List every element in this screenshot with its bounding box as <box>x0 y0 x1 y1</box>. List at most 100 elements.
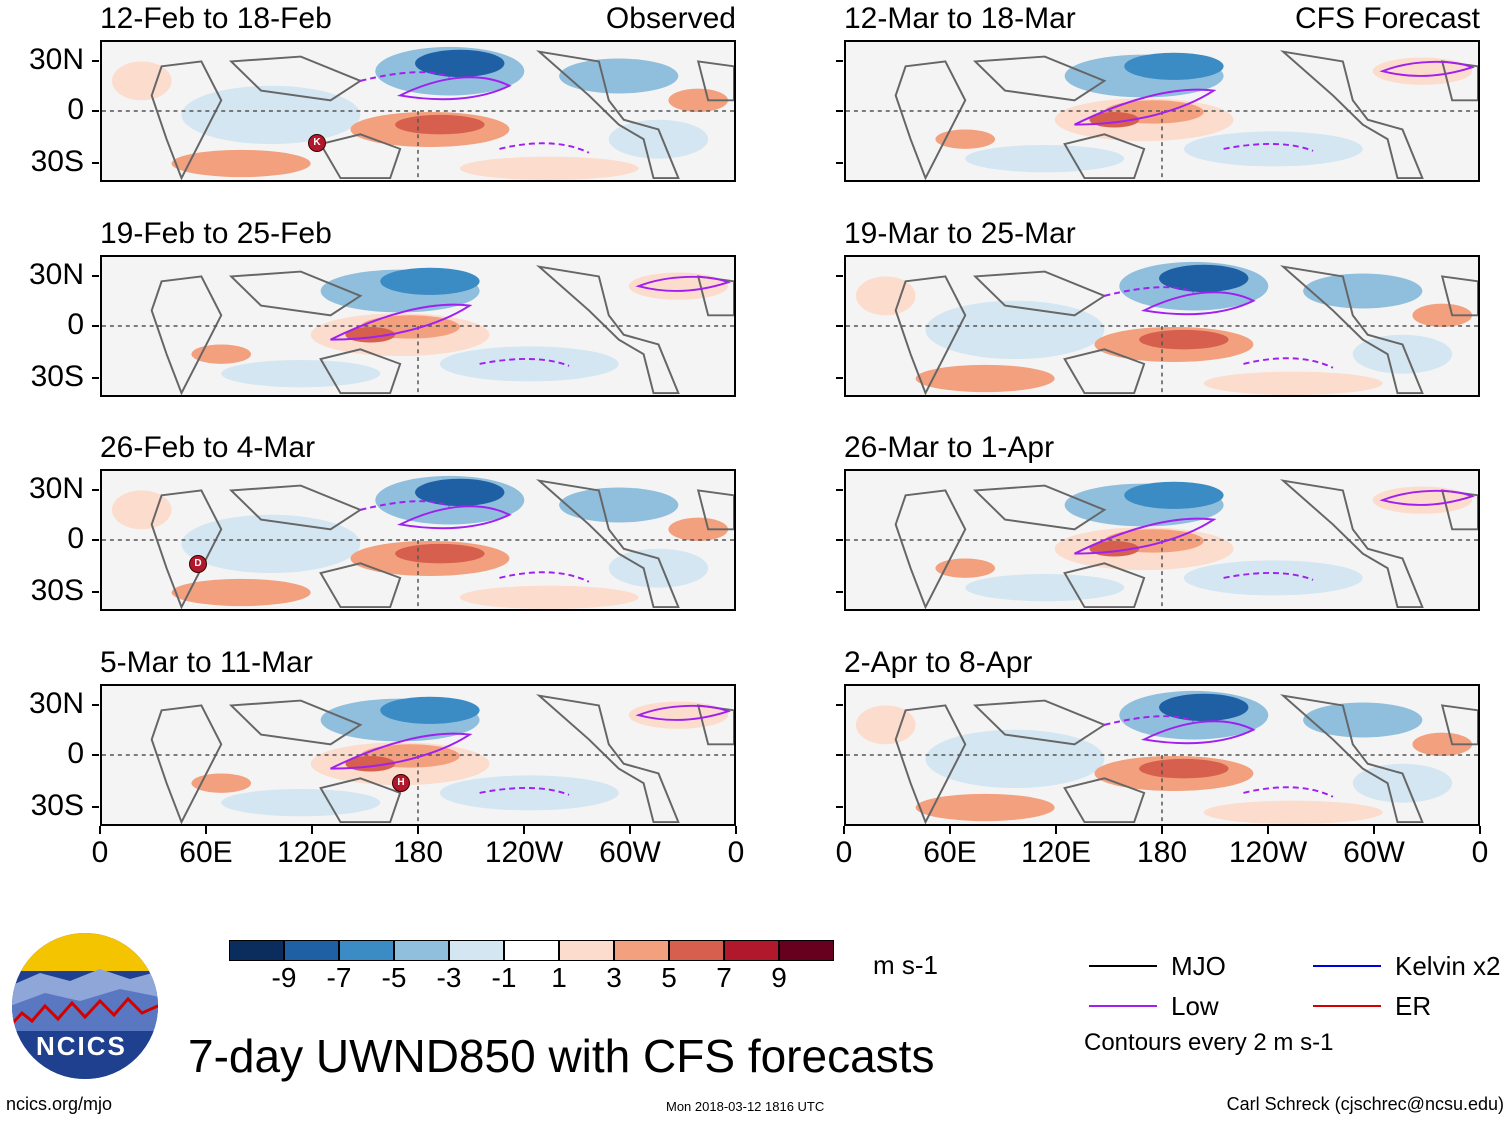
legend-note: Contours every 2 m s-1 <box>1084 1029 1334 1056</box>
x-axis-label: 120E <box>1020 836 1092 869</box>
panel-header: Observed <box>605 2 736 35</box>
colorbar-tick-label: -9 <box>271 962 297 993</box>
y-tick <box>92 60 99 62</box>
y-axis-label: 30S <box>30 145 84 178</box>
colorbar-swatch <box>229 940 284 961</box>
x-tick <box>417 826 419 834</box>
colorbar-swatch <box>669 940 724 961</box>
wind-field-map <box>102 257 734 395</box>
y-axis-label: 30N <box>28 258 84 291</box>
x-axis-label: 0 <box>727 836 745 869</box>
panel-title: 12-Mar to 18-Mar <box>844 2 1076 35</box>
map-panel <box>100 469 736 611</box>
wind-field-map <box>846 42 1478 180</box>
legend-line <box>1089 965 1157 967</box>
legend-line <box>1313 1005 1381 1007</box>
map-panel <box>844 469 1480 611</box>
y-axis-label: 30N <box>28 687 84 720</box>
storm-marker: H <box>392 774 410 792</box>
y-tick <box>92 489 99 491</box>
legend-label: Low <box>1171 991 1219 1021</box>
y-axis-label: 0 <box>67 737 84 770</box>
y-tick <box>92 162 99 164</box>
x-tick <box>99 826 101 834</box>
colorbar-unit: m s-1 <box>873 950 938 980</box>
footer-timestamp: Mon 2018-03-12 1816 UTC <box>666 1099 825 1114</box>
ncics-logo <box>12 933 158 1079</box>
wind-field-map <box>846 471 1478 609</box>
y-tick <box>836 60 843 62</box>
colorbar-tick-label: -5 <box>381 962 407 993</box>
colorbar-tick-label: 7 <box>716 962 732 993</box>
colorbar-tick-label: -1 <box>491 962 517 993</box>
colorbar-tick-label: 1 <box>551 962 567 993</box>
colorbar-swatch <box>339 940 394 961</box>
x-axis-label: 120W <box>484 836 564 869</box>
map-panel <box>100 255 736 397</box>
y-tick <box>836 325 843 327</box>
map-panel <box>100 684 736 826</box>
y-axis-label: 0 <box>67 308 84 341</box>
colorbar-tick-label: -7 <box>326 962 352 993</box>
x-tick <box>311 826 313 834</box>
x-axis-label: 180 <box>392 836 444 869</box>
colorbar-swatch <box>614 940 669 961</box>
legend-label: ER <box>1395 991 1432 1021</box>
x-axis-label: 0 <box>91 836 109 869</box>
main-title: 7-day UWND850 with CFS forecasts <box>188 1030 935 1082</box>
y-axis-label: 0 <box>67 522 84 555</box>
y-tick <box>836 489 843 491</box>
y-tick <box>92 591 99 593</box>
x-axis-label: 180 <box>1136 836 1188 869</box>
y-tick <box>836 704 843 706</box>
colorbar-tick-label: 3 <box>606 962 622 993</box>
y-tick <box>92 806 99 808</box>
y-tick <box>92 539 99 541</box>
y-axis-label: 30S <box>30 360 84 393</box>
colorbar-tick-label: 9 <box>771 962 787 993</box>
x-axis-label: 60W <box>599 836 661 869</box>
wind-field-map <box>102 42 734 180</box>
y-axis-label: 30N <box>28 43 84 76</box>
y-tick <box>92 275 99 277</box>
footer-author: Carl Schreck (cjschrec@ncsu.edu) <box>1226 1094 1504 1114</box>
panel-title: 2-Apr to 8-Apr <box>844 646 1033 679</box>
x-tick <box>523 826 525 834</box>
wind-field-map <box>846 686 1478 824</box>
colorbar-swatch <box>504 940 559 961</box>
panel-title: 19-Mar to 25-Mar <box>844 217 1076 250</box>
x-tick <box>1267 826 1269 834</box>
map-panel <box>844 255 1480 397</box>
y-axis-label: 0 <box>67 93 84 126</box>
y-tick <box>92 110 99 112</box>
y-tick <box>92 325 99 327</box>
x-axis-label: 60W <box>1343 836 1405 869</box>
colorbar-swatch <box>559 940 614 961</box>
x-tick <box>1373 826 1375 834</box>
legend-label: MJO <box>1171 951 1226 981</box>
legend-label: Kelvin x2 <box>1395 951 1501 981</box>
y-tick <box>836 539 843 541</box>
x-tick <box>629 826 631 834</box>
y-tick <box>836 754 843 756</box>
panel-header: CFS Forecast <box>1294 2 1480 35</box>
wind-field-map <box>102 471 734 609</box>
colorbar-swatch <box>779 940 834 961</box>
x-tick <box>1055 826 1057 834</box>
colorbar-swatch <box>394 940 449 961</box>
y-tick <box>92 704 99 706</box>
footer-url[interactable]: ncics.org/mjo <box>6 1094 113 1114</box>
y-axis-label: 30S <box>30 789 84 822</box>
map-panel <box>100 40 736 182</box>
y-tick <box>92 377 99 379</box>
panel-title: 19-Feb to 25-Feb <box>100 217 332 250</box>
panel-title: 26-Mar to 1-Apr <box>844 431 1055 464</box>
panel-title: 5-Mar to 11-Mar <box>100 646 313 679</box>
x-axis-label: 60E <box>923 836 977 869</box>
y-axis-label: 30N <box>28 472 84 505</box>
map-panel <box>844 684 1480 826</box>
colorbar-swatch <box>449 940 504 961</box>
y-tick <box>836 591 843 593</box>
y-tick <box>836 110 843 112</box>
x-axis-label: 120W <box>1228 836 1308 869</box>
